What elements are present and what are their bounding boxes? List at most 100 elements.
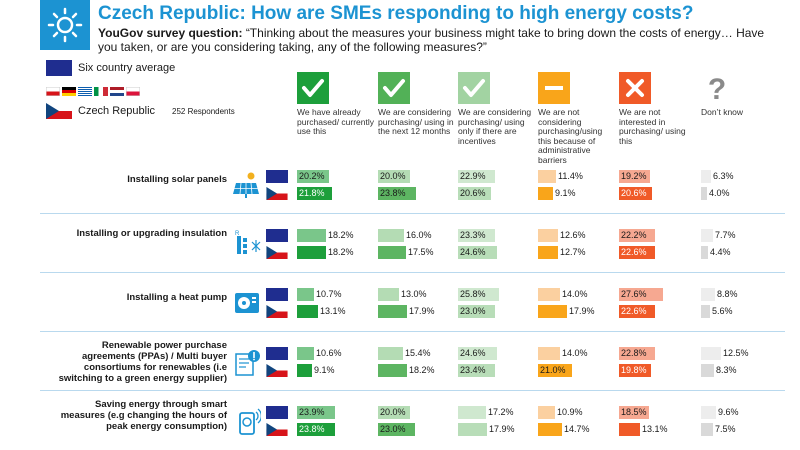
row-2-label: Installing or upgrading insulation xyxy=(76,227,227,239)
value-row1-avg-col6: 6.3% xyxy=(713,171,734,181)
value-row5-avg-col5: 18.5% xyxy=(621,407,647,417)
bar-row2-avg-col1 xyxy=(297,229,326,242)
value-row1-avg-col1: 20.2% xyxy=(299,171,325,181)
czech-flag-icon xyxy=(46,103,72,119)
row-1-solar-panel-icon xyxy=(233,171,261,204)
value-row4-avg-col4: 14.0% xyxy=(562,348,588,358)
value-row2-cz-col2: 17.5% xyxy=(408,247,434,257)
column-6-question-icon: ? xyxy=(701,72,733,106)
bar-row4-avg-col1 xyxy=(297,347,314,360)
value-row1-cz-col5: 20.6% xyxy=(621,188,647,198)
question-prefix: YouGov survey question: xyxy=(98,26,243,40)
value-row5-cz-col2: 23.0% xyxy=(380,424,406,434)
energy-logo-icon xyxy=(40,0,90,50)
bar-row3-avg-col5 xyxy=(619,288,663,301)
bar-row4-cz-col3 xyxy=(458,364,495,377)
bar-row2-avg-col2 xyxy=(378,229,404,242)
value-row3-avg-col5: 27.6% xyxy=(621,289,647,299)
column-3-header: We are considering purchasing/ using onl… xyxy=(458,107,532,146)
value-row3-cz-col6: 5.6% xyxy=(712,306,733,316)
value-row2-cz-col5: 22.6% xyxy=(621,247,647,257)
bar-row3-cz-col2 xyxy=(378,305,407,318)
bar-row3-cz-col5 xyxy=(619,305,655,318)
bar-row2-avg-col5 xyxy=(619,229,655,242)
row-1-czech-flag-icon xyxy=(266,187,288,200)
value-row3-cz-col2: 17.9% xyxy=(409,306,435,316)
value-row3-cz-col1: 13.1% xyxy=(320,306,346,316)
value-row5-avg-col4: 10.9% xyxy=(557,407,583,417)
row-5-label: Saving energy through smart measures (e.… xyxy=(60,399,227,432)
bar-row5-avg-col4 xyxy=(538,406,555,419)
value-row5-avg-col1: 23.9% xyxy=(299,407,325,417)
value-row4-cz-col1: 9.1% xyxy=(314,365,335,375)
bar-row2-cz-col6 xyxy=(701,246,708,259)
survey-question: YouGov survey question: “Thinking about … xyxy=(98,26,768,54)
bar-row1-cz-col4 xyxy=(538,187,553,200)
row-4-green-energy-contract-icon xyxy=(233,348,261,381)
row-3-label: Installing a heat pump xyxy=(126,292,227,303)
bar-row1-cz-col5 xyxy=(619,187,652,200)
bar-row5-avg-col5 xyxy=(619,406,649,419)
column-2-header: We are considering purchasing/ using in … xyxy=(378,107,454,136)
value-row4-cz-col3: 23.4% xyxy=(460,365,486,375)
bar-row4-cz-col5 xyxy=(619,364,651,377)
value-row2-avg-col5: 22.2% xyxy=(621,230,647,240)
row-separator xyxy=(40,213,785,214)
value-row5-avg-col2: 20.0% xyxy=(380,407,406,417)
value-row2-cz-col3: 24.6% xyxy=(460,247,486,257)
value-row5-avg-col6: 9.6% xyxy=(718,407,739,417)
bar-row4-avg-col4 xyxy=(538,347,560,360)
legend-country-label: Czech Republic xyxy=(78,105,156,117)
row-separator xyxy=(40,390,785,391)
column-5-header: We are not interested in purchasing/ usi… xyxy=(619,107,686,146)
country-flags xyxy=(46,87,140,96)
bar-row5-cz-col4 xyxy=(538,423,562,436)
bar-row4-cz-col1 xyxy=(297,364,312,377)
value-row2-cz-col6: 4.4% xyxy=(710,247,731,257)
row-4-eu-flag-icon xyxy=(266,347,288,360)
bar-row3-cz-col6 xyxy=(701,305,710,318)
bar-row1-avg-col6 xyxy=(701,170,711,183)
column-4-minus-icon xyxy=(538,72,570,104)
value-row1-cz-col3: 20.6% xyxy=(460,188,486,198)
value-row1-cz-col2: 23.8% xyxy=(380,188,406,198)
column-5-cross-icon xyxy=(619,72,651,104)
bar-row1-avg-col3 xyxy=(458,170,495,183)
row-5-czech-flag-icon xyxy=(266,423,288,436)
value-row4-avg-col3: 24.6% xyxy=(460,348,486,358)
row-5-smart-meter-icon xyxy=(233,407,262,440)
bar-row1-cz-col1 xyxy=(297,187,332,200)
value-row3-avg-col4: 14.0% xyxy=(562,289,588,299)
bar-row1-avg-col4 xyxy=(538,170,556,183)
flag-nl-icon xyxy=(110,87,124,96)
bar-row3-cz-col1 xyxy=(297,305,318,318)
bar-row3-avg-col1 xyxy=(297,288,314,301)
value-row3-avg-col2: 13.0% xyxy=(401,289,427,299)
bar-row4-cz-col6 xyxy=(701,364,714,377)
bar-row5-avg-col1 xyxy=(297,406,335,419)
value-row1-avg-col3: 22.9% xyxy=(460,171,486,181)
flag-cz-icon xyxy=(46,87,60,96)
value-row2-avg-col1: 18.2% xyxy=(328,230,354,240)
value-row2-cz-col4: 12.7% xyxy=(560,247,586,257)
bar-row2-avg-col3 xyxy=(458,229,495,242)
bar-row4-avg-col6 xyxy=(701,347,721,360)
bar-row1-avg-col5 xyxy=(619,170,650,183)
value-row5-cz-col4: 14.7% xyxy=(564,424,590,434)
svg-text:R: R xyxy=(235,231,240,237)
value-row3-cz-col4: 17.9% xyxy=(569,306,595,316)
bar-row5-avg-col3 xyxy=(458,406,486,419)
flag-de-icon xyxy=(62,87,76,96)
value-row1-avg-col5: 19.2% xyxy=(621,171,647,181)
value-row1-cz-col4: 9.1% xyxy=(555,188,576,198)
bar-row1-cz-col6 xyxy=(701,187,707,200)
bar-row5-cz-col1 xyxy=(297,423,335,436)
eu-flag-icon xyxy=(46,60,72,76)
svg-text:?: ? xyxy=(708,73,726,104)
value-row3-avg-col3: 25.8% xyxy=(460,289,486,299)
bar-row4-avg-col2 xyxy=(378,347,403,360)
flag-gr-icon xyxy=(78,87,92,96)
bar-row2-cz-col3 xyxy=(458,246,497,259)
flag-it-icon xyxy=(94,87,108,96)
value-row4-avg-col1: 10.6% xyxy=(316,348,342,358)
